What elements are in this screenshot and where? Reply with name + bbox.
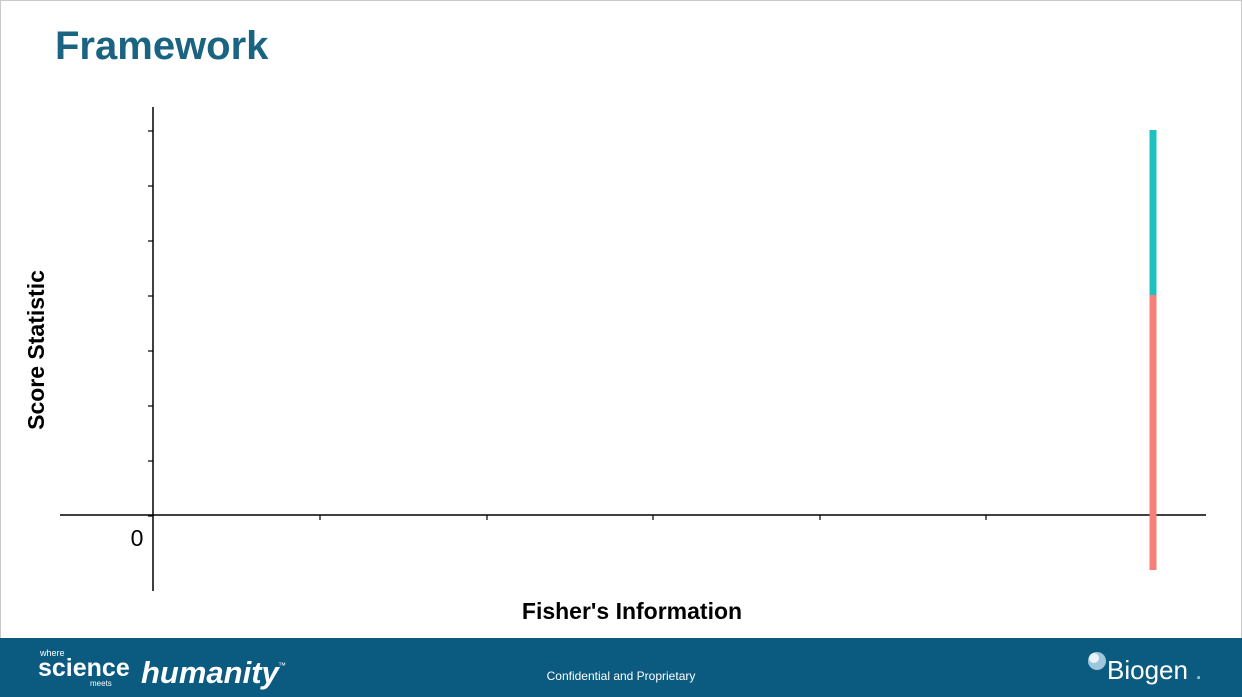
tagline-trademark: ™ [278, 661, 286, 670]
logo-dot: . [1195, 655, 1202, 685]
footer-bar: where science meets humanity ™ Confident… [0, 638, 1242, 697]
chart-axes [60, 107, 1206, 591]
x-axis-label: Fisher's Information [522, 598, 742, 624]
biogen-logo: Biogen . [1088, 652, 1202, 685]
tagline-logo: where science meets humanity ™ [38, 648, 286, 690]
confidential-text: Confidential and Proprietary [546, 669, 696, 683]
tagline-humanity: humanity [141, 655, 281, 690]
chart: 0 Fisher's Information Score Statistic [23, 107, 1206, 624]
chart-ticks [148, 130, 1154, 520]
slide-title: Framework [55, 24, 269, 68]
tagline-science: science [38, 654, 130, 682]
tagline-meets: meets [90, 679, 112, 688]
y-tick-label-zero: 0 [131, 525, 144, 551]
logo-text: Biogen [1107, 655, 1188, 685]
tagline-where: where [39, 648, 65, 658]
y-axis-label: Score Statistic [23, 270, 49, 430]
